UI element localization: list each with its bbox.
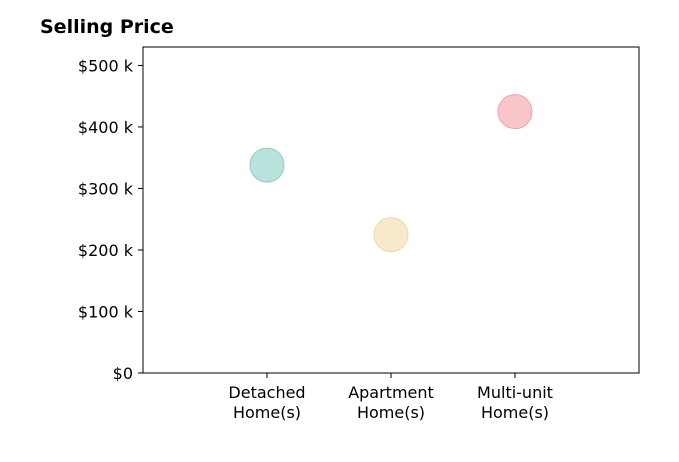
x-tick-label-line: Detached — [228, 383, 305, 402]
y-tick-label: $500 k — [78, 56, 134, 75]
y-tick-label: $0 — [113, 364, 133, 383]
data-point — [373, 217, 409, 253]
y-axis: $0 $100 k $200 k $300 k $400 k $500 k — [78, 56, 143, 383]
x-tick-label: Detached Home(s) — [228, 383, 305, 422]
y-tick-label: $200 k — [78, 241, 134, 260]
x-tick-label-line: Multi-unit — [477, 383, 553, 402]
x-axis: Detached Home(s)Apartment Home(s)Multi-uni… — [228, 373, 553, 422]
x-tick-label: Multi-unit Home(s) — [477, 383, 553, 422]
plot-frame — [142, 46, 640, 374]
y-tick-label: $100 k — [78, 302, 134, 321]
data-point — [249, 147, 285, 183]
data-point — [497, 94, 533, 130]
x-tick-label-line: Home(s) — [357, 403, 425, 422]
x-tick-label: Apartment Home(s) — [348, 383, 434, 422]
x-tick-label-line: Home(s) — [481, 403, 549, 422]
data-points — [249, 94, 533, 253]
x-tick-label-line: Home(s) — [233, 403, 301, 422]
x-tick-label-line: Apartment — [348, 383, 434, 402]
y-tick-label: $400 k — [78, 118, 134, 137]
y-tick-label: $300 k — [78, 179, 134, 198]
chart-title: Selling Price — [40, 16, 174, 38]
